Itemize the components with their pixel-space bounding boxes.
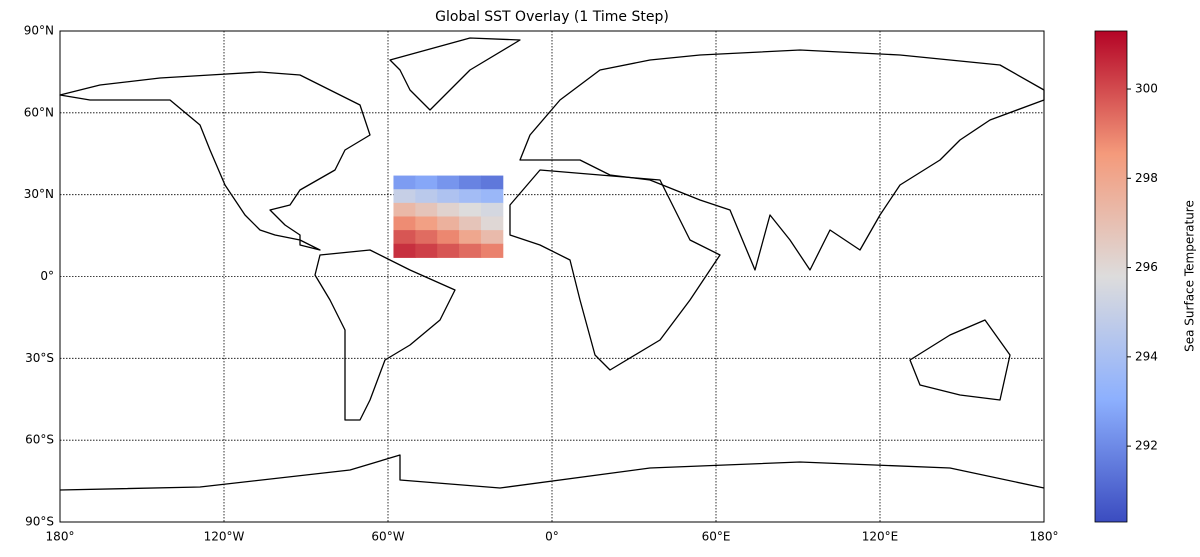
sst-cell (459, 175, 482, 190)
x-tick-label: 120°E (862, 530, 899, 544)
colorbar-tick-label: 298 (1135, 171, 1158, 185)
sst-cell (437, 216, 460, 231)
sst-overlay (393, 175, 504, 258)
x-tick-label: 120°W (204, 530, 245, 544)
sst-cell (393, 189, 416, 204)
sst-cell (393, 216, 416, 231)
y-tick-label: 60°S (25, 433, 54, 447)
sst-cell (437, 243, 460, 258)
colorbar-label: Sea Surface Temperature (1183, 200, 1197, 352)
sst-cell (415, 243, 438, 258)
sst-cell (415, 175, 438, 190)
y-tick-label: 60°N (24, 105, 54, 119)
sst-cell (459, 230, 482, 245)
greenland (389, 37, 521, 111)
y-tick-label: 30°S (25, 351, 54, 365)
sst-cell (459, 216, 482, 231)
sst-cell (480, 216, 504, 231)
colorbar (1094, 30, 1128, 523)
x-tick-label: 60°E (702, 530, 731, 544)
sst-cell (459, 243, 482, 258)
grid (59, 30, 1045, 523)
north-america (59, 71, 371, 251)
y-tick-label: 0° (40, 269, 54, 283)
y-tick-label: 90°S (25, 515, 54, 529)
sst-cell (393, 175, 416, 190)
y-tick-label: 90°N (24, 24, 54, 38)
colorbar-tick-label: 292 (1135, 439, 1158, 453)
x-tick-label: 180° (46, 530, 75, 544)
sst-cell (459, 189, 482, 204)
x-tick-label: 0° (545, 530, 559, 544)
sst-cell (415, 230, 438, 245)
sst-cell (393, 243, 416, 258)
sst-cell (480, 189, 504, 204)
colorbar-tick-label: 300 (1135, 82, 1158, 96)
sst-cell (393, 230, 416, 245)
sst-cell (437, 175, 460, 190)
sst-cell (480, 202, 504, 217)
africa (509, 169, 721, 371)
sst-cell (437, 189, 460, 204)
x-tick-label: 180° (1030, 530, 1059, 544)
sst-cell (415, 202, 438, 217)
sst-cell (480, 230, 504, 245)
x-tick-label: 60°W (371, 530, 404, 544)
australia (909, 319, 1011, 401)
sst-cell (480, 243, 504, 258)
sst-cell (437, 202, 460, 217)
sst-cell (459, 202, 482, 217)
colorbar-tick-label: 296 (1135, 260, 1158, 274)
sst-cell (480, 175, 504, 190)
coastlines (59, 37, 1045, 491)
y-tick-label: 30°N (24, 187, 54, 201)
sst-cell (437, 230, 460, 245)
colorbar-tick-label: 294 (1135, 349, 1158, 363)
sst-cell (393, 202, 416, 217)
south-america (314, 249, 456, 421)
map-frame (59, 30, 1045, 523)
sst-cell (415, 189, 438, 204)
antarctica (59, 454, 1045, 491)
eurasia (519, 49, 1045, 271)
chart-title: Global SST Overlay (1 Time Step) (435, 9, 669, 25)
sst-cell (415, 216, 438, 231)
